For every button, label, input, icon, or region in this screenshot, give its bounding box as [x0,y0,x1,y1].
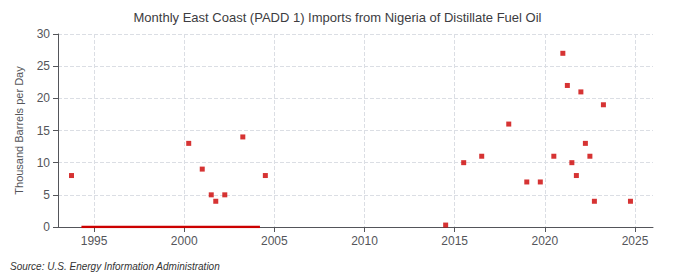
svg-text:0: 0 [43,220,50,234]
svg-text:Source: U.S. Energy Informatio: Source: U.S. Energy Information Administ… [10,261,220,272]
svg-text:15: 15 [37,124,51,138]
svg-text:2025: 2025 [622,234,649,248]
svg-text:Monthly East Coast (PADD 1) Im: Monthly East Coast (PADD 1) Imports from… [134,10,542,25]
svg-text:30: 30 [37,27,51,41]
svg-text:20: 20 [37,91,51,105]
svg-text:2015: 2015 [441,234,468,248]
svg-text:1995: 1995 [81,234,108,248]
svg-text:2010: 2010 [351,234,378,248]
svg-text:2000: 2000 [171,234,198,248]
svg-text:2020: 2020 [531,234,558,248]
svg-text:10: 10 [37,156,51,170]
svg-text:Thousand Barrels per Day: Thousand Barrels per Day [13,66,25,195]
svg-text:5: 5 [43,188,50,202]
svg-text:25: 25 [37,59,51,73]
svg-text:2005: 2005 [261,234,288,248]
